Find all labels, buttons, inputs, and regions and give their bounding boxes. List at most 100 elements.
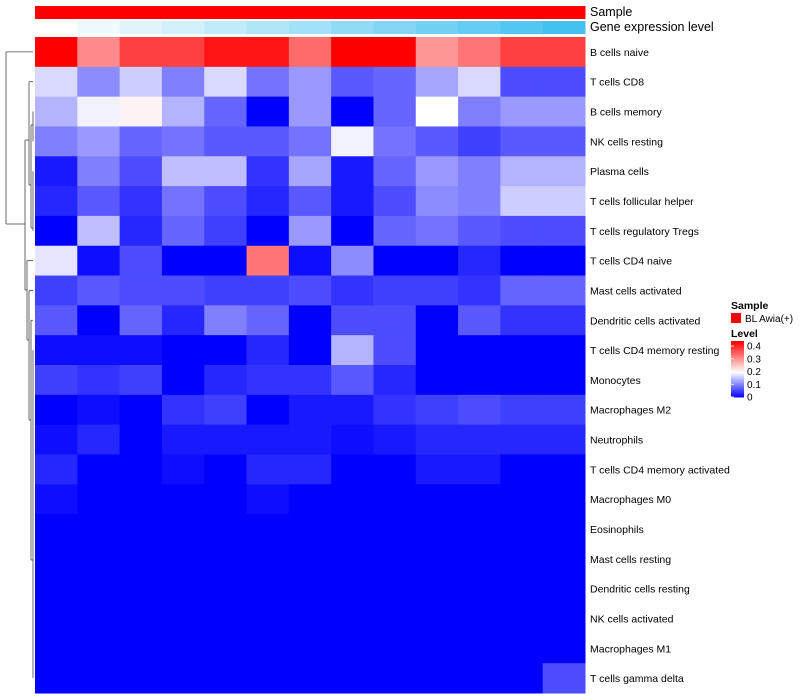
row-label: NK cells activated [590, 613, 674, 625]
heatmap-cell [458, 633, 501, 664]
row-label: B cells naive [590, 47, 649, 59]
heatmap-cell [373, 37, 417, 68]
row-label: Neutrophils [590, 435, 643, 447]
row-label: T cells CD8 [590, 77, 644, 89]
heatmap-cell [373, 335, 417, 366]
legend-gradient-step [731, 366, 744, 369]
expression-annotation-cell [288, 21, 332, 34]
heatmap-cell [119, 484, 163, 515]
heatmap-cell [288, 275, 332, 306]
heatmap-cell [119, 126, 163, 157]
heatmap-cell [119, 454, 163, 485]
heatmap-cell [458, 275, 501, 306]
row-label: Mast cells resting [590, 554, 671, 566]
heatmap-cell [35, 663, 78, 694]
heatmap-cell [77, 514, 121, 545]
heatmap-cell [246, 335, 290, 366]
heatmap-cell [458, 394, 501, 426]
expression-annotation-cell [415, 21, 459, 34]
heatmap-cell [542, 365, 586, 396]
heatmap-cell [415, 424, 459, 455]
heatmap-cell [542, 156, 586, 187]
heatmap-cell [119, 633, 163, 664]
heatmap-cell [415, 37, 459, 68]
heatmap-cell [161, 633, 205, 664]
sample-annotation-cell [35, 6, 78, 19]
heatmap-cell [204, 245, 248, 277]
heatmap-cell [35, 305, 78, 336]
row-label: Dendritic cells activated [590, 315, 700, 327]
heatmap-cell [119, 96, 163, 127]
heatmap-cell [415, 335, 459, 366]
heatmap-cell [415, 66, 459, 98]
heatmap-cell [246, 394, 290, 426]
heatmap-cell [161, 573, 205, 605]
heatmap-cell [500, 335, 544, 366]
heatmap-cell [288, 573, 332, 605]
legend-gradient-step [731, 348, 744, 350]
heatmap-cell [161, 215, 205, 247]
heatmap-cell [500, 66, 544, 98]
heatmap-cell [35, 245, 78, 277]
row-label: T cells follicular helper [590, 196, 694, 208]
legend-gradient-step [731, 349, 744, 352]
heatmap-cell [204, 275, 248, 306]
heatmap-cell [542, 186, 586, 217]
sample-annotation-cell [204, 6, 248, 19]
heatmap-cell [415, 245, 459, 277]
heatmap-cell [35, 424, 78, 455]
heatmap-cell [77, 454, 121, 485]
heatmap-cell [288, 126, 332, 157]
heatmap-cell [331, 37, 374, 68]
heatmap-cell [415, 663, 459, 694]
legend-gradient-step [731, 362, 744, 364]
heatmap-cell [161, 275, 205, 306]
legend: Sample BL Awia(+) Level 0.40.3 0.2 0.1 0 [731, 300, 793, 404]
heatmap-cell [204, 37, 248, 68]
sample-annotation-cell [373, 6, 417, 19]
heatmap-cell [500, 454, 544, 485]
heatmap-cell [77, 126, 121, 157]
heatmap-cell [204, 156, 248, 187]
legend-gradient-step [731, 383, 744, 385]
heatmap-cell [331, 156, 374, 187]
heatmap-cell [35, 603, 78, 634]
heatmap-cell [542, 215, 586, 247]
heatmap-cell [373, 603, 417, 634]
heatmap-cell [204, 215, 248, 247]
sample-annotation-cell [542, 6, 586, 19]
legend-gradient-step [731, 367, 744, 370]
heatmap-cell [500, 37, 544, 68]
heatmap-cell [161, 37, 205, 68]
row-label: Plasma cells [590, 166, 649, 178]
heatmap-cell [373, 514, 417, 545]
heatmap-cell [246, 305, 290, 336]
heatmap-cell [373, 663, 417, 694]
heatmap-cell [35, 365, 78, 396]
heatmap-cell [161, 156, 205, 187]
heatmap-cell [458, 245, 501, 277]
legend-tick-label: 0.1 [747, 380, 761, 391]
legend-gradient-step [731, 392, 744, 395]
heatmap-cell [77, 603, 121, 634]
legend-gradient-step [731, 357, 744, 360]
heatmap-cell [331, 573, 374, 605]
heatmap-cell [119, 573, 163, 605]
row-label: NK cells resting [590, 136, 663, 148]
heatmap-cell [500, 215, 544, 247]
annotation-label-expression: Gene expression level [590, 20, 714, 34]
heatmap-cell [204, 186, 248, 217]
heatmap-cell [500, 543, 544, 575]
heatmap-cell [161, 245, 205, 277]
heatmap-cell [458, 305, 501, 336]
heatmap-cell [500, 484, 544, 515]
heatmap-cell [415, 126, 459, 157]
heatmap-cell [161, 126, 205, 157]
heatmap-cell [500, 603, 544, 634]
sample-annotation-cell [415, 6, 459, 19]
legend-gradient-step [731, 373, 744, 376]
expression-annotation-cell [458, 21, 501, 34]
heatmap-cell [288, 37, 332, 68]
heatmap-cell [119, 394, 163, 426]
heatmap-cell [161, 365, 205, 396]
